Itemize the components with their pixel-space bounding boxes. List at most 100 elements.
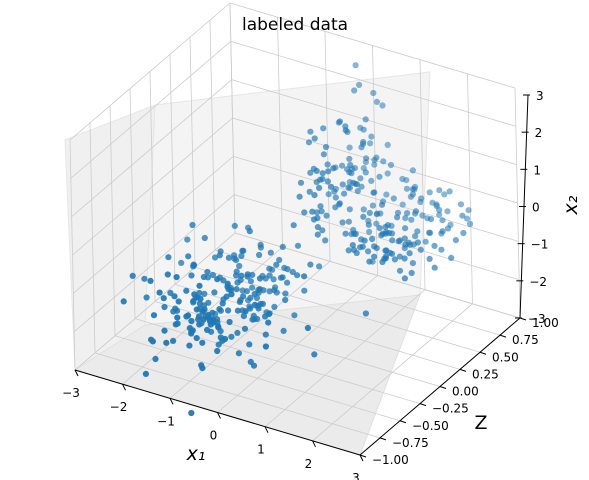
data-point: [382, 230, 389, 237]
y-grid-line: [94, 352, 381, 439]
data-point: [270, 276, 277, 283]
data-point: [382, 223, 389, 231]
data-point: [350, 246, 358, 253]
data-point: [371, 253, 378, 260]
data-point: [291, 312, 298, 319]
data-point: [188, 409, 195, 417]
data-point: [239, 247, 246, 254]
z-grid-line: [72, 117, 233, 256]
data-point: [371, 243, 378, 250]
data-point: [282, 296, 289, 304]
data-point: [359, 243, 366, 250]
data-point: [360, 206, 367, 213]
data-point: [307, 128, 314, 135]
data-point: [309, 208, 316, 215]
data-point: [152, 355, 159, 363]
data-point: [211, 289, 218, 296]
data-point: [236, 298, 243, 305]
data-point: [170, 337, 177, 344]
data-point: [163, 339, 170, 346]
data-point: [186, 325, 193, 332]
data-point: [336, 118, 343, 125]
data-point: [246, 228, 253, 235]
data-point: [301, 287, 308, 294]
x-tick: [312, 440, 316, 448]
data-point: [304, 324, 311, 332]
data-point: [220, 277, 227, 284]
data-point: [178, 259, 185, 266]
data-point: [395, 238, 402, 245]
data-point: [418, 195, 425, 202]
data-point: [346, 155, 353, 162]
data-point: [216, 252, 223, 259]
data-point: [332, 194, 339, 201]
z-grid-line: [229, 2, 516, 89]
data-point: [161, 303, 168, 311]
data-point: [331, 188, 338, 195]
data-point: [401, 235, 408, 242]
data-point: [242, 308, 249, 315]
data-point: [186, 342, 193, 349]
data-point: [183, 287, 190, 294]
y-tick-label: 0.50: [492, 350, 519, 364]
data-point: [318, 208, 325, 215]
data-point: [247, 278, 254, 285]
data-point: [307, 261, 314, 268]
data-point: [223, 293, 230, 300]
data-point: [129, 272, 136, 279]
data-point: [380, 158, 387, 165]
y-tick-label: −1.00: [372, 453, 409, 467]
data-point: [444, 208, 451, 215]
data-point: [142, 370, 149, 377]
data-point: [436, 206, 443, 214]
data-point: [196, 300, 203, 307]
data-point: [441, 191, 448, 198]
data-point: [352, 230, 359, 238]
data-point: [419, 212, 426, 219]
y-tick: [439, 386, 447, 389]
data-point: [439, 217, 446, 224]
data-point: [173, 274, 180, 281]
data-point: [233, 272, 240, 279]
data-point: [412, 233, 419, 240]
data-point: [319, 227, 326, 234]
data-point: [313, 167, 320, 174]
data-point: [402, 215, 409, 222]
data-point: [262, 275, 269, 282]
data-point: [311, 135, 318, 142]
data-point: [301, 273, 308, 280]
z-grid-line: [74, 232, 236, 371]
data-point: [233, 286, 240, 293]
data-point: [322, 237, 329, 244]
data-point: [294, 272, 301, 279]
data-point: [210, 319, 217, 326]
data-point: [351, 165, 358, 172]
data-point: [383, 247, 390, 254]
data-point: [238, 252, 245, 260]
data-point: [185, 312, 192, 319]
data-point: [311, 192, 318, 199]
data-point: [381, 255, 388, 262]
data-point: [238, 272, 245, 279]
data-point: [345, 247, 352, 254]
data-point: [190, 298, 197, 305]
data-point: [231, 222, 238, 229]
data-point: [465, 207, 472, 214]
data-point: [164, 271, 171, 278]
data-point: [193, 306, 200, 313]
data-point: [417, 246, 424, 253]
data-point: [306, 188, 313, 195]
data-point: [289, 268, 296, 276]
data-point: [149, 338, 156, 345]
data-point: [427, 229, 434, 236]
data-point: [401, 255, 408, 262]
data-point: [414, 239, 421, 246]
data-point: [339, 162, 346, 169]
x-tick: [359, 454, 364, 462]
data-point: [251, 301, 258, 308]
y-tick: [459, 368, 467, 372]
data-point: [325, 168, 332, 175]
data-point: [368, 177, 375, 184]
